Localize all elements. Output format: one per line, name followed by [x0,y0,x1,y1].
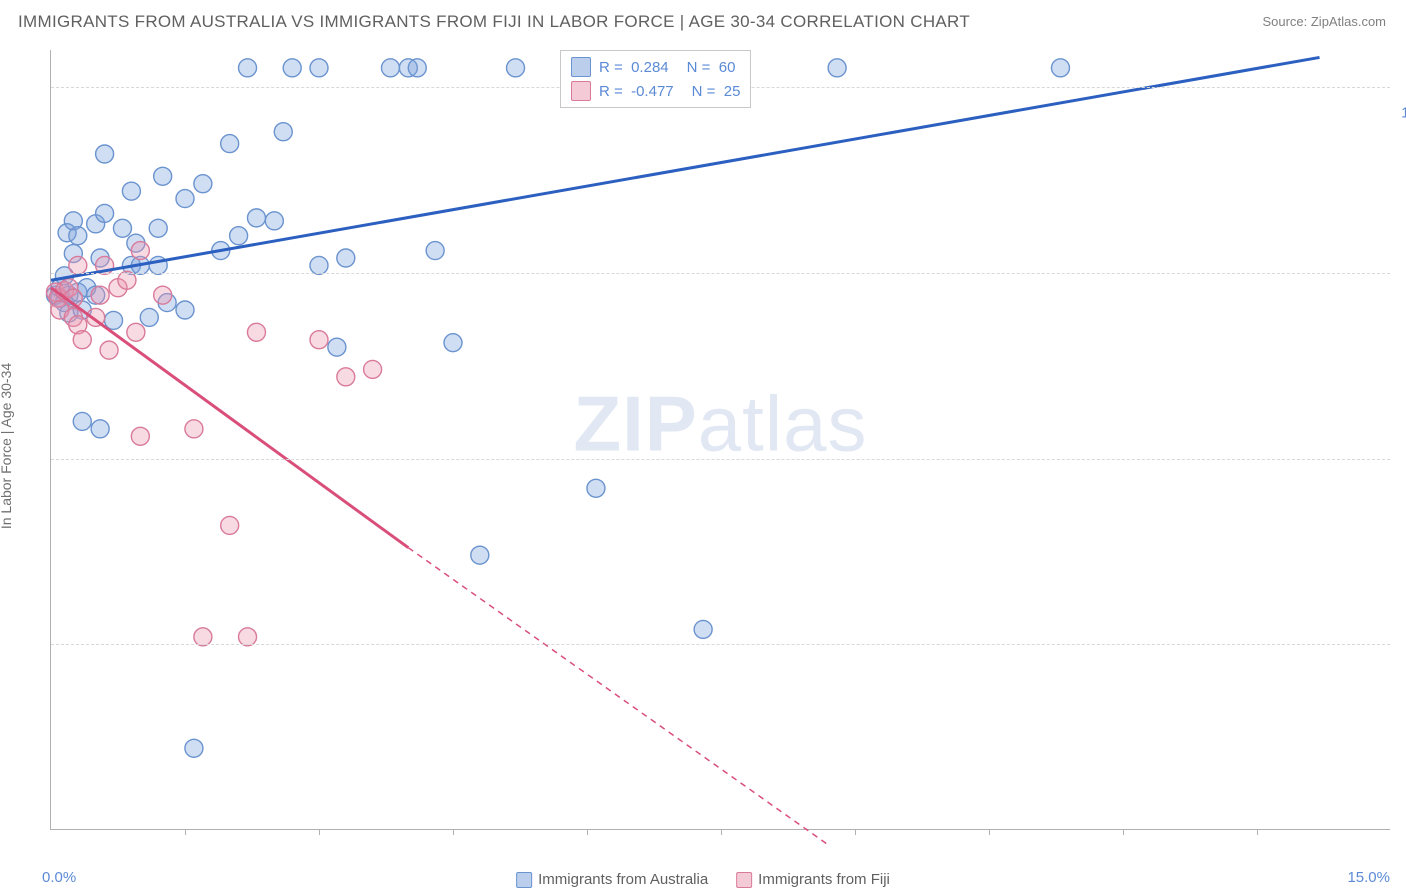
series-legend-item: Immigrants from Fiji [736,871,890,888]
data-point [194,175,212,193]
data-point [140,308,158,326]
trend-line-extrapolated [408,548,828,845]
plot-area: ZIPatlas 62.5%75.0%87.5%100.0% [50,50,1390,830]
series-legend: Immigrants from Australia Immigrants from… [516,871,890,888]
data-point [274,123,292,141]
data-point [105,311,123,329]
data-point [194,628,212,646]
data-point [176,190,194,208]
data-point [185,420,203,438]
data-point [471,546,489,564]
gridline [51,459,1390,460]
x-axis-max-label: 15.0% [1347,869,1390,886]
x-tick [1257,829,1258,835]
chart-svg [51,50,1390,829]
x-tick [1123,829,1124,835]
correlation-legend: R = 0.284 N = 60 R = -0.477 N = 25 [560,50,751,108]
x-tick [185,829,186,835]
data-point [694,620,712,638]
data-point [69,227,87,245]
series-legend-label: Immigrants from Fiji [758,871,890,888]
data-point [1051,59,1069,77]
x-tick [319,829,320,835]
data-point [328,338,346,356]
data-point [73,412,91,430]
source-label: Source: ZipAtlas.com [1262,14,1386,29]
data-point [96,204,114,222]
data-point [176,301,194,319]
trend-line [51,288,408,548]
series-legend-item: Immigrants from Australia [516,871,708,888]
gridline [51,644,1390,645]
data-point [154,286,172,304]
data-point [131,427,149,445]
data-point [73,331,91,349]
data-point [100,341,118,359]
data-point [337,368,355,386]
data-point [283,59,301,77]
x-tick [989,829,990,835]
data-point [230,227,248,245]
data-point [221,516,239,534]
data-point [310,331,328,349]
legend-swatch [516,872,532,888]
y-tick-label: 87.5% [1396,290,1406,307]
data-point [247,209,265,227]
data-point [154,167,172,185]
data-point [265,212,283,230]
data-point [426,242,444,260]
y-axis-title: In Labor Force | Age 30-34 [0,280,14,446]
y-tick-label: 100.0% [1396,105,1406,122]
data-point [381,59,399,77]
data-point [828,59,846,77]
data-point [310,59,328,77]
gridline [51,273,1390,274]
data-point [118,271,136,289]
data-point [69,256,87,274]
y-tick-label: 75.0% [1396,476,1406,493]
legend-n: N = 60 [687,59,736,76]
series-legend-label: Immigrants from Australia [538,871,708,888]
x-tick [721,829,722,835]
legend-swatch [571,81,591,101]
data-point [91,420,109,438]
data-point [221,135,239,153]
x-tick [587,829,588,835]
data-point [408,59,426,77]
data-point [131,242,149,260]
data-point [337,249,355,267]
legend-swatch [736,872,752,888]
legend-row: R = -0.477 N = 25 [571,79,740,103]
data-point [364,360,382,378]
data-point [310,256,328,274]
data-point [113,219,131,237]
y-tick-label: 62.5% [1396,662,1406,679]
data-point [91,286,109,304]
data-point [122,182,140,200]
data-point [247,323,265,341]
legend-r: R = -0.477 [599,83,674,100]
legend-r: R = 0.284 [599,59,669,76]
data-point [444,334,462,352]
data-point [149,219,167,237]
x-tick [855,829,856,835]
data-point [185,739,203,757]
data-point [507,59,525,77]
data-point [587,479,605,497]
legend-n: N = 25 [692,83,741,100]
data-point [96,145,114,163]
x-tick [453,829,454,835]
legend-row: R = 0.284 N = 60 [571,55,740,79]
data-point [239,59,257,77]
data-point [127,323,145,341]
data-point [239,628,257,646]
legend-swatch [571,57,591,77]
chart-title: IMMIGRANTS FROM AUSTRALIA VS IMMIGRANTS … [18,12,970,32]
x-axis-min-label: 0.0% [42,869,76,886]
